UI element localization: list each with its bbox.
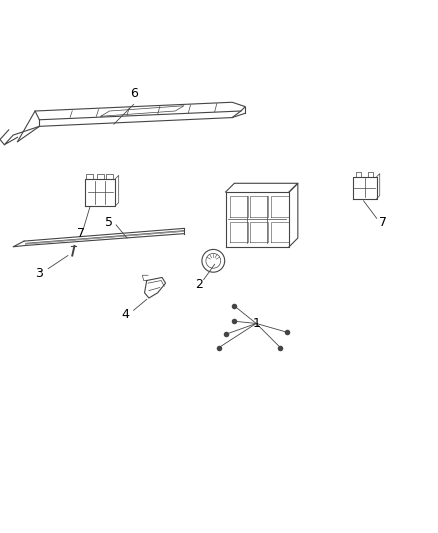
Text: 5: 5 <box>106 216 113 229</box>
Text: 2: 2 <box>195 278 203 290</box>
Text: 3: 3 <box>35 266 43 280</box>
Text: 1: 1 <box>252 317 260 330</box>
Text: 4: 4 <box>121 308 129 321</box>
Text: 7: 7 <box>77 227 85 240</box>
Text: 7: 7 <box>379 216 387 229</box>
Text: 6: 6 <box>130 87 138 100</box>
